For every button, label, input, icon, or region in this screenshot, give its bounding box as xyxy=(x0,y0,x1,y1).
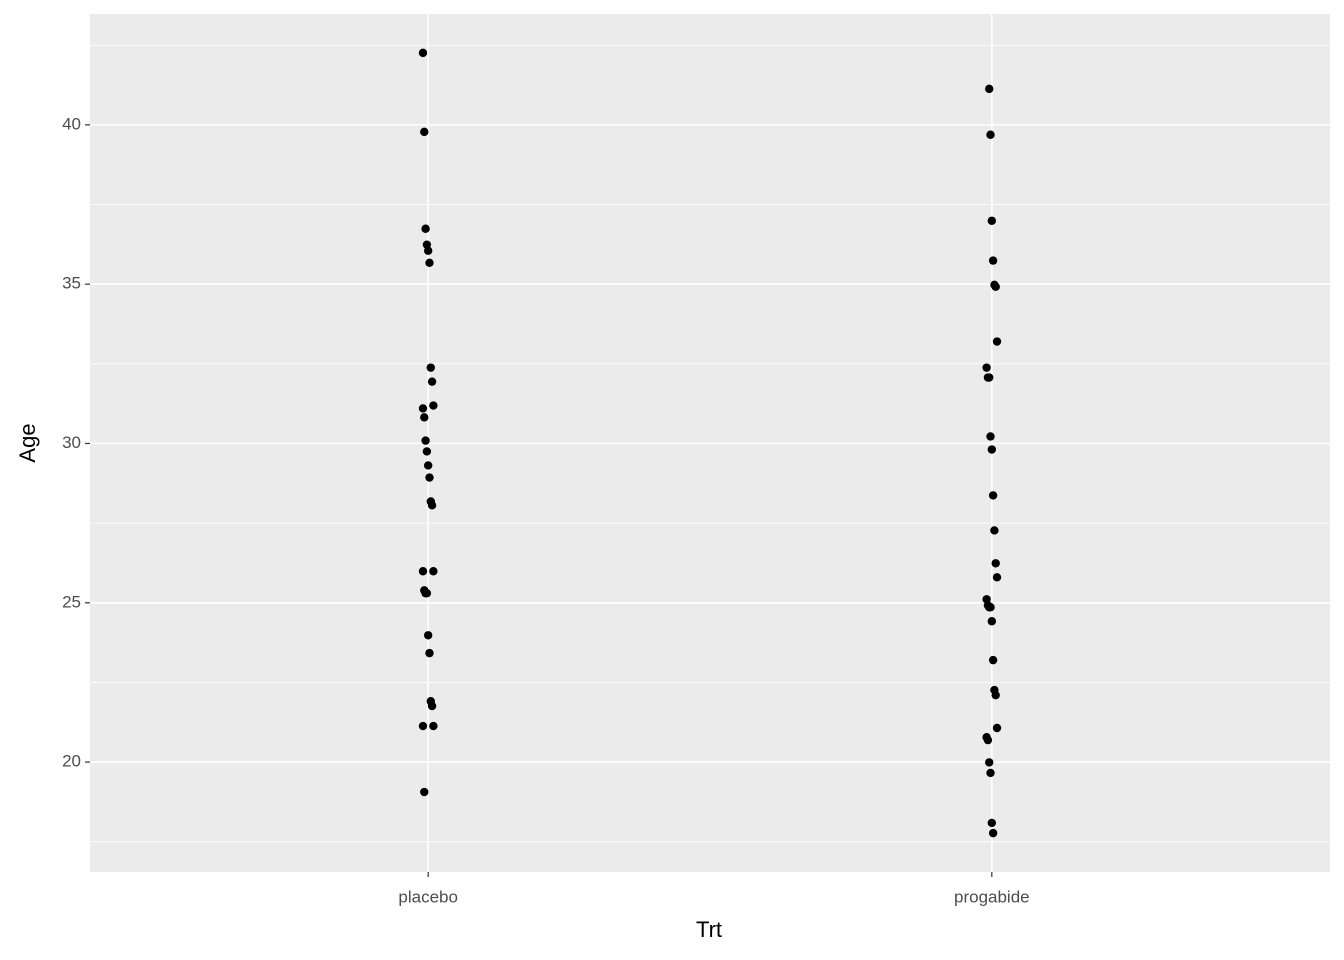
point xyxy=(422,589,432,598)
point xyxy=(986,768,995,778)
point xyxy=(982,363,991,372)
point xyxy=(988,655,998,665)
x-tick-label: progabide xyxy=(954,887,1030,906)
point xyxy=(988,828,998,838)
point xyxy=(992,573,1002,582)
point xyxy=(418,721,428,731)
point xyxy=(427,501,437,510)
point xyxy=(991,559,1000,568)
point xyxy=(420,413,429,422)
point xyxy=(985,84,994,94)
point xyxy=(425,258,434,268)
point xyxy=(425,648,434,658)
point xyxy=(988,491,998,500)
point xyxy=(987,445,997,454)
point xyxy=(427,377,437,386)
point xyxy=(423,246,433,255)
point xyxy=(983,735,993,745)
point xyxy=(418,404,428,413)
point xyxy=(418,567,428,576)
point xyxy=(421,436,430,445)
point xyxy=(991,690,1000,700)
point xyxy=(990,526,999,535)
point xyxy=(986,603,995,612)
point xyxy=(985,758,994,767)
point xyxy=(423,461,433,470)
point xyxy=(420,787,429,797)
point xyxy=(988,256,998,265)
point xyxy=(425,473,434,482)
y-tick-label: 30 xyxy=(62,433,81,452)
point xyxy=(421,224,430,233)
y-tick-label: 35 xyxy=(62,274,81,293)
y-axis-title: Age xyxy=(15,423,40,462)
point xyxy=(992,337,1002,346)
point xyxy=(418,48,428,58)
point xyxy=(986,432,995,441)
point xyxy=(427,701,437,711)
point xyxy=(986,130,995,139)
y-tick-label: 25 xyxy=(62,592,81,611)
point xyxy=(429,567,438,576)
point xyxy=(423,631,433,640)
point xyxy=(429,721,438,731)
point xyxy=(420,127,429,137)
point xyxy=(985,373,994,382)
x-tick-label: placebo xyxy=(398,887,458,906)
point xyxy=(987,617,997,626)
point xyxy=(987,216,997,225)
point xyxy=(426,363,435,372)
point xyxy=(992,723,1002,733)
point xyxy=(422,447,432,456)
y-tick-label: 40 xyxy=(62,114,81,133)
x-axis-title: Trt xyxy=(696,917,722,942)
y-tick-label: 20 xyxy=(62,752,81,771)
point xyxy=(987,818,997,828)
point xyxy=(429,401,438,410)
point xyxy=(991,282,1000,291)
